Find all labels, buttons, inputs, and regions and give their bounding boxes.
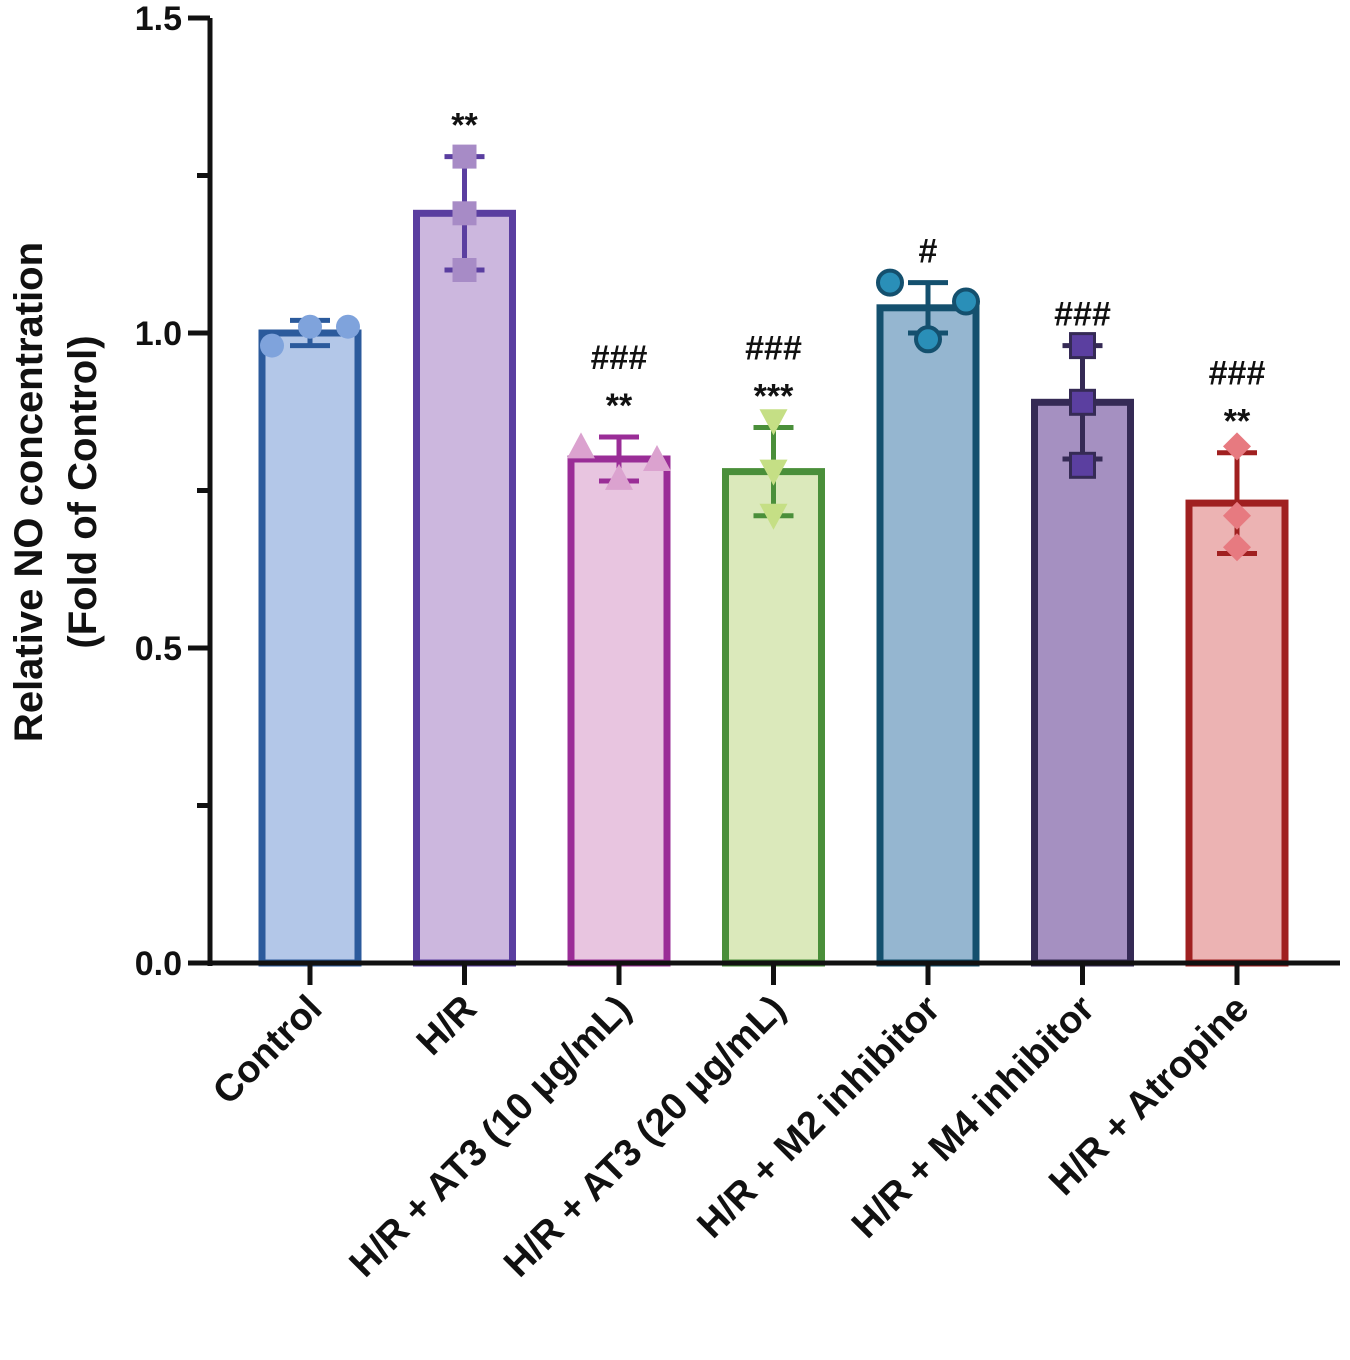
- significance-h-r: **: [451, 107, 478, 145]
- y-tick-label: 1.0: [135, 315, 182, 353]
- significance-annotations: **###**###***#######**: [451, 107, 1265, 441]
- bar-h-r-atropine: [1185, 499, 1289, 967]
- data-point-h-r-m4-inhibitor: [1069, 388, 1096, 416]
- significance-h-r-atropine: ###: [1209, 355, 1266, 393]
- significance-h-r-m4-inhibitor: ###: [1054, 296, 1111, 334]
- bar-control: [258, 329, 362, 967]
- significance-h-r-at3-10-g-ml: **: [606, 387, 633, 425]
- x-label-h-r-at3-20-g-ml: H/R + AT3 (20 μg/mL): [496, 988, 794, 1286]
- x-axis-labels: Control H/RH/R + AT3 (10 μg/mL)H/R + AT3 …: [205, 988, 1257, 1286]
- significance-h-r-at3-10-g-ml: ###: [591, 339, 648, 377]
- data-point-h-r-at3-10-g-ml: [567, 432, 595, 459]
- data-point-h-r-m2-inhibitor: [914, 325, 942, 354]
- y-axis-title-line-2: (Fold of Control): [61, 335, 105, 648]
- significance-h-r-at3-20-g-ml: ###: [745, 330, 802, 368]
- data-point-h-r-atropine: [1223, 533, 1251, 562]
- data-point-control: [298, 314, 322, 339]
- y-axis-ticks: 0.0 0.5 1.0 1.5: [135, 0, 210, 983]
- significance-h-r-at3-20-g-ml: ***: [754, 378, 794, 416]
- data-point-h-r-at3-10-g-ml: [605, 463, 633, 490]
- data-points: [260, 144, 1251, 562]
- data-point-h-r: [452, 144, 477, 169]
- y-axis-title: Relative NO concentration (Fold of Contr…: [7, 242, 105, 742]
- data-point-control: [336, 314, 360, 339]
- bar-h-r-at3-10-g-ml: [567, 455, 671, 967]
- x-label-h-r-at3-10-g-ml: H/R + AT3 (10 μg/mL): [342, 988, 640, 1286]
- data-point-h-r-at3-20-g-ml: [759, 459, 788, 486]
- data-point-h-r-m2-inhibitor: [952, 287, 980, 316]
- significance-h-r-atropine: **: [1224, 403, 1251, 441]
- data-point-h-r-at3-10-g-ml: [643, 445, 671, 471]
- bars: [258, 209, 1289, 967]
- data-point-h-r-atropine: [1223, 432, 1251, 461]
- bar-h-r-m4-inhibitor: [1031, 398, 1134, 967]
- data-point-h-r: [452, 201, 477, 226]
- data-point-h-r-at3-20-g-ml: [759, 409, 788, 436]
- y-tick-label: 0.0: [135, 945, 182, 983]
- data-point-h-r-m4-inhibitor: [1069, 451, 1096, 479]
- data-point-h-r-at3-20-g-ml: [759, 503, 788, 530]
- bar-h-r-at3-20-g-ml: [722, 468, 825, 967]
- data-point-control: [260, 333, 284, 358]
- data-point-h-r-atropine: [1223, 501, 1251, 530]
- significance-h-r-m2-inhibitor: #: [919, 233, 938, 271]
- data-point-h-r-m2-inhibitor: [876, 268, 904, 297]
- bar-h-r: [413, 209, 516, 967]
- y-axis-title-line-1: Relative NO concentration: [7, 242, 51, 742]
- data-point-h-r-m4-inhibitor: [1069, 332, 1096, 360]
- x-label-control: Control: [205, 988, 330, 1113]
- y-tick-label: 1.5: [135, 0, 182, 38]
- bar-h-r-m2-inhibitor: [876, 304, 980, 967]
- data-point-h-r: [452, 258, 477, 282]
- y-tick-label: 0.5: [135, 630, 182, 668]
- x-label-h-r: H/R: [409, 988, 485, 1064]
